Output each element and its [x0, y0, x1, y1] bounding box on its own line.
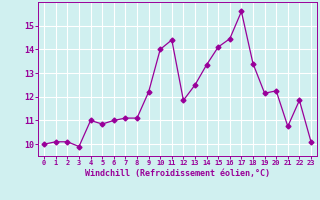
- X-axis label: Windchill (Refroidissement éolien,°C): Windchill (Refroidissement éolien,°C): [85, 169, 270, 178]
